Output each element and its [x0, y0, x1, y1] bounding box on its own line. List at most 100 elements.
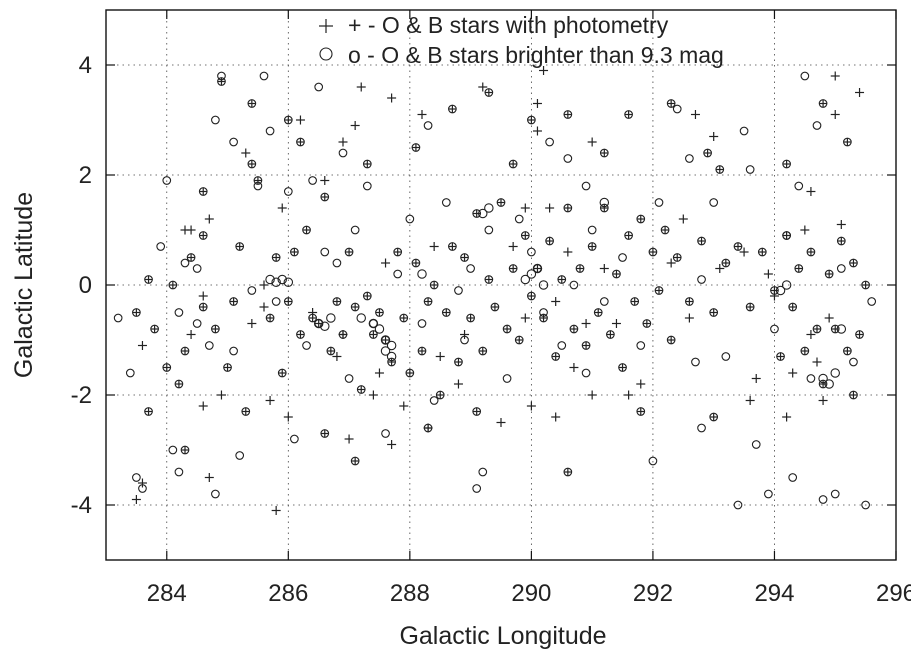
bright-photometry-star-point: [277, 368, 287, 378]
bright-photometry-star-point: [636, 407, 646, 416]
legend-entry-bright: o - O & B stars brighter than 9.3 mag: [348, 42, 724, 68]
bright-photometry-star-point: [308, 313, 317, 323]
bright-photometry-star-point: [599, 203, 609, 213]
bright-photometry-star-point: [703, 148, 712, 158]
bright-star-point: [514, 214, 524, 224]
bright-star-point: [162, 176, 172, 185]
bright-star-point: [745, 165, 755, 174]
x-tick-label: 286: [268, 580, 308, 607]
bright-photometry-star-point: [514, 335, 524, 345]
photometry-star-point: [131, 495, 141, 504]
bright-photometry-star-point: [302, 225, 311, 235]
photometry-star-point: [569, 363, 579, 372]
bright-photometry-star-point: [843, 346, 852, 356]
bright-photometry-star-point: [332, 297, 342, 306]
photometry-star-point: [429, 242, 439, 251]
bright-photometry-star-point: [624, 231, 633, 240]
photometry-star-point: [186, 330, 196, 339]
bright-photometry-star-point: [508, 159, 518, 169]
bright-photometry-star-point: [709, 308, 719, 317]
bright-photometry-star-point: [472, 407, 482, 416]
bright-star-point: [830, 489, 840, 499]
photometry-star-point: [745, 396, 755, 405]
y-tick-label: -2: [71, 382, 92, 409]
x-axis-title: Galactic Longitude: [399, 622, 606, 649]
photometry-star-point: [581, 319, 591, 328]
bright-photometry-star-point: [545, 236, 554, 246]
bright-photometry-star-point: [217, 77, 226, 86]
bright-star-point: [132, 473, 141, 482]
photometry-star-point: [453, 379, 463, 389]
clustered-star-point: [520, 274, 531, 285]
bright-star-point: [569, 280, 579, 290]
bright-photometry-star-point: [849, 390, 858, 400]
series-3: [265, 197, 847, 389]
photometry-star-point: [137, 478, 147, 488]
bright-photometry-star-point: [484, 275, 494, 284]
bright-star-point: [314, 82, 324, 92]
bright-star-point: [174, 467, 184, 477]
bright-photometry-star-point: [448, 104, 457, 114]
bright-star-point: [697, 423, 706, 433]
y-tick-label: -4: [71, 492, 92, 519]
bright-photometry-star-point: [563, 203, 573, 213]
bright-photometry-star-point: [411, 143, 421, 152]
bright-star-point: [545, 137, 554, 147]
photometry-star-point: [715, 264, 725, 273]
photometry-star-point: [259, 280, 269, 290]
bright-photometry-star-point: [271, 253, 281, 262]
y-tick-label: 0: [79, 272, 92, 299]
photometry-star-point: [520, 203, 530, 213]
bright-photometry-star-point: [356, 385, 366, 394]
bright-photometry-star-point: [861, 280, 870, 290]
photometry-star-point: [763, 269, 773, 279]
bright-photometry-star-point: [520, 231, 530, 240]
bright-star-point: [721, 352, 731, 361]
bright-star-point: [308, 176, 317, 185]
bright-star-point: [211, 489, 220, 499]
bright-star-point: [180, 258, 190, 268]
clustered-star-point: [836, 324, 847, 334]
photometry-star-point: [818, 396, 828, 405]
clustered-star-point: [532, 263, 543, 274]
bright-photometry-star-point: [338, 330, 348, 339]
bright-photometry-star-point: [448, 242, 457, 251]
bright-star-point: [290, 434, 299, 444]
photometry-star-point: [551, 297, 561, 306]
bright-photometry-star-point: [721, 258, 731, 268]
bright-star-point: [192, 264, 202, 273]
bright-photometry-star-point: [150, 324, 159, 334]
bright-photometry-star-point: [180, 346, 190, 356]
bright-photometry-star-point: [144, 275, 153, 284]
bright-star-point: [350, 225, 360, 235]
bright-photometry-star-point: [824, 269, 834, 279]
bright-star-point: [441, 198, 451, 207]
bright-photometry-star-point: [806, 247, 816, 257]
photometry-star-point: [563, 247, 573, 257]
clustered-star-point: [824, 379, 834, 389]
bright-photometry-star-point: [423, 423, 433, 433]
photometry-star-point: [417, 110, 427, 119]
bright-photometry-star-point: [843, 137, 852, 147]
clustered-star-point: [386, 340, 397, 351]
bright-photometry-star-point: [460, 253, 469, 262]
bright-photometry-star-point: [296, 330, 305, 339]
bright-photometry-star-point: [478, 346, 488, 356]
photometry-star-point: [739, 247, 749, 257]
clustered-star-point: [313, 318, 324, 329]
bright-photometry-star-point: [818, 99, 828, 108]
bright-photometry-star-point: [855, 330, 864, 339]
bright-photometry-star-point: [527, 291, 536, 301]
clustered-star-point: [277, 274, 287, 285]
bright-star-point: [405, 214, 415, 224]
bright-photometry-star-point: [599, 148, 609, 158]
photometry-star-point: [387, 93, 397, 103]
bright-star-point: [502, 374, 512, 383]
bright-photometry-star-point: [836, 236, 846, 246]
photometry-star-point: [636, 379, 646, 389]
bright-photometry-star-point: [144, 407, 153, 416]
photometry-star-point: [356, 82, 366, 92]
photometry-star-point: [137, 341, 147, 350]
photometry-star-point: [387, 440, 397, 449]
bright-star-point: [636, 341, 646, 350]
